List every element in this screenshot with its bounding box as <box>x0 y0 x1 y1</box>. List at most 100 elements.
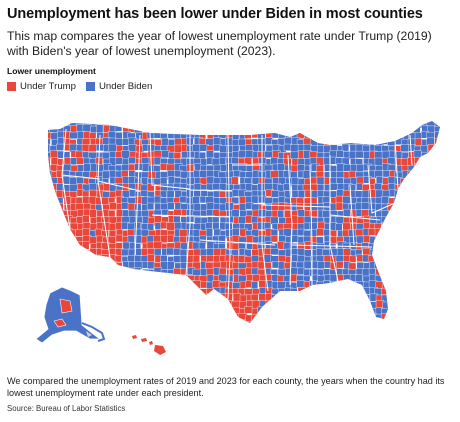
county-tile <box>95 268 104 276</box>
county-tile <box>343 208 351 218</box>
county-tile <box>127 275 137 284</box>
county-tile <box>173 209 182 216</box>
county-tile <box>413 261 422 269</box>
county-tile <box>219 183 227 191</box>
county-tile <box>309 210 318 218</box>
county-tile <box>101 254 110 262</box>
county-tile <box>382 236 391 245</box>
county-tile <box>146 241 154 249</box>
county-tile <box>350 300 359 308</box>
county-tile <box>103 287 112 297</box>
county-tile <box>316 165 324 173</box>
county-tile <box>400 281 409 289</box>
county-tile <box>193 288 202 296</box>
county-tile <box>414 163 423 172</box>
county-tile <box>48 242 52 251</box>
county-tile <box>115 121 124 127</box>
county-tile <box>115 293 123 302</box>
county-tile <box>356 262 365 270</box>
county-tile <box>421 223 430 232</box>
county-tile <box>153 307 162 317</box>
county-tile <box>48 261 52 270</box>
county-tile <box>387 216 396 224</box>
county-tile <box>304 306 312 314</box>
county-tile <box>128 307 136 317</box>
county-tile <box>290 301 299 310</box>
county-tile <box>161 124 169 133</box>
county-tile <box>408 216 417 224</box>
county-tile <box>427 164 435 172</box>
county-tile <box>270 170 280 179</box>
county-tile <box>140 190 148 198</box>
county-tile <box>434 121 440 128</box>
county-tile <box>394 125 402 134</box>
county-tile <box>153 126 161 135</box>
county-tile <box>434 131 440 140</box>
county-tile <box>419 269 429 278</box>
county-tile <box>290 144 299 153</box>
county-tile <box>211 158 221 166</box>
county-tile <box>414 189 422 198</box>
county-tile <box>69 268 79 276</box>
county-tile <box>304 314 312 323</box>
legend-swatch-biden <box>85 81 95 91</box>
county-tile <box>356 131 365 139</box>
county-tile <box>114 282 123 291</box>
county-tile <box>205 301 214 309</box>
county-tile <box>302 170 311 179</box>
county-tile <box>348 121 357 127</box>
county-tile <box>316 306 325 315</box>
county-tile <box>408 203 418 212</box>
county-tile <box>48 254 51 262</box>
county-tile <box>224 222 233 231</box>
county-tile <box>213 248 222 256</box>
county-tile <box>291 320 299 323</box>
county-tile <box>341 143 350 152</box>
county-tile <box>309 121 319 128</box>
county-tile <box>388 248 397 257</box>
county-tile <box>381 268 390 276</box>
county-tile <box>335 223 343 231</box>
county-tile <box>434 216 440 224</box>
county-tile <box>348 313 357 322</box>
county-tile <box>317 138 325 146</box>
county-tile <box>205 319 215 323</box>
county-tile <box>95 176 103 185</box>
county-tile <box>381 196 389 205</box>
county-tile <box>181 300 190 309</box>
county-tile <box>148 281 157 290</box>
county-tile <box>407 254 415 263</box>
county-tile <box>49 202 58 211</box>
county-tile <box>336 261 344 269</box>
county-tile <box>115 314 123 323</box>
county-tile <box>193 294 202 303</box>
county-tile <box>375 121 383 128</box>
county-tile <box>349 124 359 133</box>
county-tile <box>95 293 104 303</box>
county-tile <box>330 281 338 290</box>
county-tile <box>439 183 440 193</box>
county-tile <box>400 275 409 284</box>
county-tile <box>335 314 345 322</box>
county-tile <box>70 281 80 290</box>
county-tile <box>374 124 383 133</box>
county-tile <box>244 306 253 314</box>
county-tile <box>388 210 397 219</box>
county-tile <box>173 314 183 322</box>
county-tile <box>82 281 90 290</box>
county-tile <box>76 275 85 285</box>
county-tile <box>316 281 325 290</box>
county-tile <box>245 171 254 179</box>
county-tile <box>57 241 67 249</box>
county-tile <box>407 288 415 298</box>
county-tile <box>88 183 98 191</box>
county-tile <box>211 314 219 323</box>
county-tile <box>213 320 222 323</box>
county-tile <box>173 125 182 134</box>
county-tile <box>394 223 402 233</box>
county-tile <box>96 275 106 284</box>
county-tile <box>427 275 436 285</box>
county-tile <box>270 190 280 198</box>
county-tile <box>336 150 344 158</box>
county-tile <box>388 307 398 315</box>
